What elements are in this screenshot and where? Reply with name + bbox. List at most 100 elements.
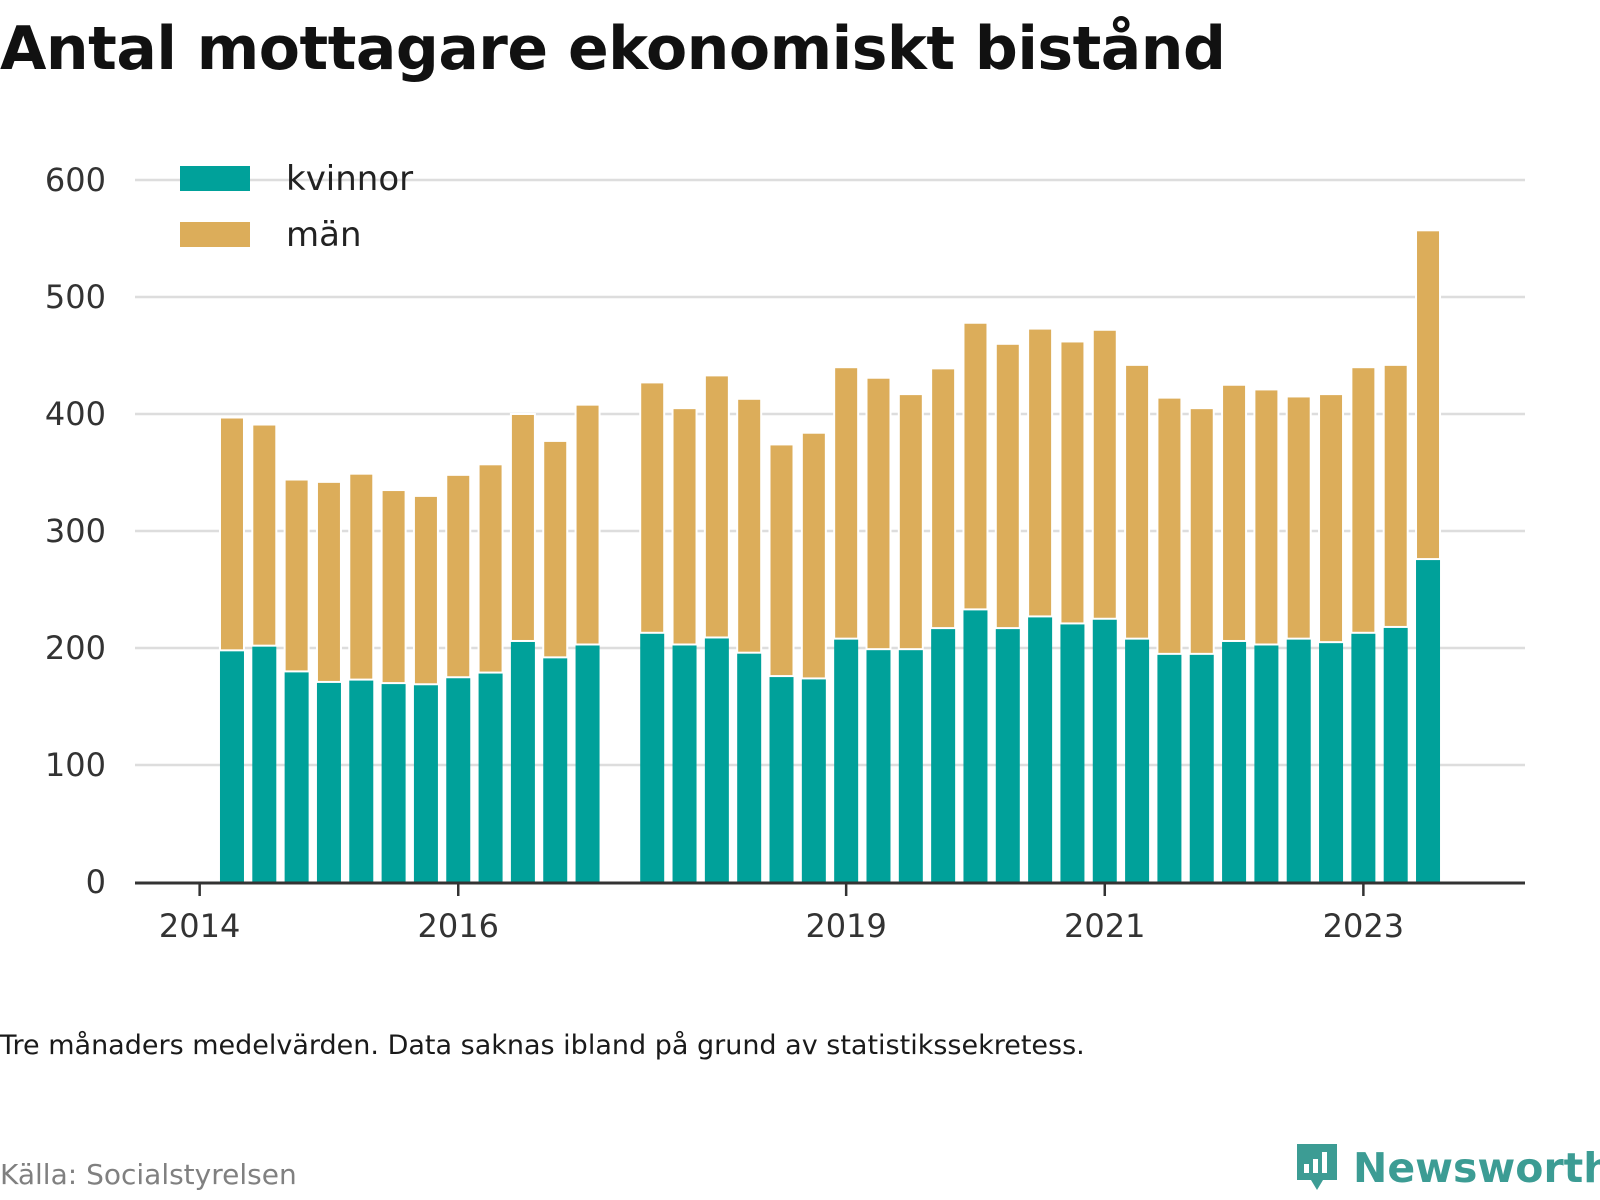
- bar-kvinnor: [995, 628, 1020, 882]
- y-tick-label: 600: [45, 161, 106, 199]
- bar-man: [1382, 363, 1409, 628]
- bar-kvinnor: [1286, 638, 1311, 882]
- x-tick-label: 2023: [1323, 907, 1404, 945]
- source-label: Källa: Socialstyrelsen: [0, 1158, 297, 1191]
- legend-swatch: [180, 166, 250, 191]
- bar-man: [994, 342, 1021, 630]
- bar-man: [736, 397, 763, 654]
- x-tick-label: 2021: [1064, 907, 1145, 945]
- bar-man: [962, 321, 989, 611]
- bar-man: [1059, 340, 1086, 625]
- bar-kvinnor: [1125, 638, 1150, 882]
- bar-kvinnor: [898, 649, 923, 882]
- y-tick-label: 300: [45, 512, 106, 550]
- legend-swatch: [180, 222, 250, 247]
- axes: 0 100 200 300 400 500 600 2014 2016 2019 2021 2023: [45, 161, 1525, 945]
- bar-man: [574, 403, 601, 646]
- bar-kvinnor: [575, 644, 600, 882]
- bar-kvinnor: [446, 677, 471, 882]
- bar-man: [380, 489, 407, 685]
- bar-kvinnor: [219, 650, 244, 882]
- bar-kvinnor: [801, 678, 826, 882]
- bar-kvinnor: [1319, 642, 1344, 882]
- bar-kvinnor: [1157, 653, 1182, 882]
- bar-kvinnor: [1254, 644, 1279, 882]
- x-tick-label: 2014: [159, 907, 240, 945]
- bar-kvinnor: [1092, 618, 1117, 882]
- bar-kvinnor: [1028, 616, 1053, 882]
- bar-man: [218, 416, 245, 652]
- legend: kvinnor män: [180, 159, 413, 255]
- bar-man: [639, 381, 666, 634]
- bar-man: [671, 407, 698, 646]
- bar-man: [542, 439, 569, 659]
- bar-kvinnor: [769, 676, 794, 882]
- bar-kvinnor: [478, 672, 503, 882]
- bar-kvinnor: [1060, 623, 1085, 882]
- bar-man: [251, 423, 278, 647]
- bar-man: [833, 366, 860, 640]
- y-tick-label: 100: [45, 746, 106, 784]
- bar-kvinnor: [1222, 640, 1247, 882]
- bar-man: [1350, 366, 1377, 634]
- bar-man: [1285, 395, 1312, 640]
- x-tick-label: 2019: [805, 907, 886, 945]
- bar-kvinnor: [284, 671, 309, 882]
- legend-label: män: [286, 215, 362, 255]
- bar-kvinnor: [1383, 626, 1408, 882]
- bar-man: [1221, 383, 1248, 642]
- bar-man: [445, 473, 472, 679]
- grid-lines: [135, 178, 1525, 767]
- bar-man: [348, 472, 375, 681]
- bars: [218, 229, 1442, 882]
- y-tick-label: 400: [45, 395, 106, 433]
- bar-man: [412, 494, 439, 686]
- brand-logo[interactable]: Newsworthy: [1293, 1140, 1600, 1196]
- bar-man: [1188, 407, 1215, 655]
- bar-man: [800, 431, 827, 680]
- x-tick-label: 2016: [418, 907, 499, 945]
- bar-man: [1156, 396, 1183, 655]
- bar-kvinnor: [543, 657, 568, 882]
- bar-man: [283, 478, 310, 673]
- brand-name: Newsworthy: [1353, 1144, 1600, 1192]
- bar-kvinnor: [672, 644, 697, 882]
- bar-kvinnor: [963, 609, 988, 882]
- chart-title: Antal mottagare ekonomiskt bistånd: [0, 14, 1226, 84]
- y-tick-label: 200: [45, 629, 106, 667]
- bar-kvinnor: [704, 637, 729, 882]
- bar-man: [315, 480, 342, 683]
- bar-kvinnor: [413, 684, 438, 882]
- bar-kvinnor: [510, 640, 535, 882]
- bar-man: [1124, 363, 1151, 640]
- bar-man: [1027, 327, 1054, 618]
- bar-kvinnor: [252, 645, 277, 882]
- bar-man: [768, 443, 795, 678]
- bar-kvinnor: [381, 683, 406, 882]
- legend-label: kvinnor: [286, 159, 413, 199]
- bar-man: [703, 374, 730, 639]
- bar-man: [930, 367, 957, 630]
- chart-note: Tre månaders medelvärden. Data saknas ib…: [0, 1030, 1085, 1061]
- bar-man: [865, 376, 892, 651]
- bar-kvinnor: [1416, 559, 1441, 882]
- y-tick-label: 500: [45, 278, 106, 316]
- bar-man: [1253, 388, 1280, 646]
- bar-kvinnor: [931, 628, 956, 882]
- bar-kvinnor: [737, 652, 762, 882]
- bar-man: [477, 463, 504, 674]
- bar-kvinnor: [640, 632, 665, 882]
- bar-kvinnor: [349, 679, 374, 882]
- bar-kvinnor: [834, 638, 859, 882]
- bar-kvinnor: [1189, 653, 1214, 882]
- bar-man: [1318, 393, 1345, 644]
- bar-kvinnor: [316, 681, 341, 882]
- bar-kvinnor: [1351, 632, 1376, 882]
- y-tick-label: 0: [86, 863, 106, 901]
- newsworthy-logo-icon: [1297, 1144, 1337, 1190]
- bar-man: [1091, 328, 1118, 620]
- bar-kvinnor: [866, 649, 891, 882]
- bar-man: [897, 393, 924, 651]
- bar-man: [509, 413, 536, 642]
